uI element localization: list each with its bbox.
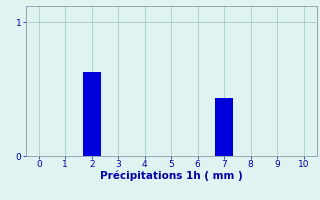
X-axis label: Précipitations 1h ( mm ): Précipitations 1h ( mm ): [100, 171, 243, 181]
Bar: [83, 72, 101, 156]
Bar: [215, 98, 233, 156]
